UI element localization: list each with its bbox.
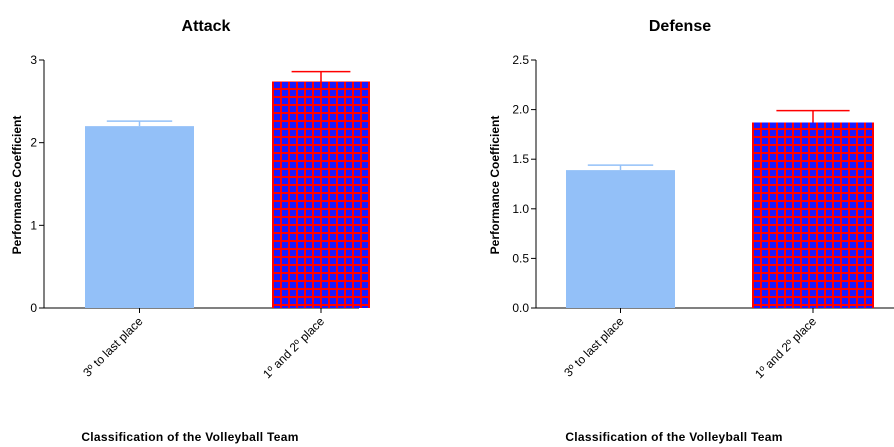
bar-1 [272, 81, 370, 308]
attack-chart: Attack Performance Coefficient Classific… [10, 18, 370, 444]
x-tick-label: 3º to last place [561, 314, 627, 380]
y-tick-label: 2 [30, 136, 37, 150]
defense-chart: Defense Performance Coefficient Classifi… [488, 18, 894, 444]
bar-1 [752, 122, 874, 308]
chart-title: Attack [182, 18, 231, 35]
x-axis-title: Classification of the Volleyball Team [81, 430, 298, 444]
x-tick-label: 3º to last place [80, 314, 146, 380]
x-axis-title: Classification of the Volleyball Team [565, 430, 782, 444]
y-axis-title: Performance Coefficient [488, 116, 502, 255]
bar-0 [85, 126, 194, 308]
x-tick-label: 1º and 2º place [260, 314, 327, 381]
bar-0 [566, 170, 675, 308]
x-tick-label: 1º and 2º place [752, 314, 819, 381]
y-tick-label: 1 [30, 218, 37, 232]
y-tick-label: 1.5 [512, 152, 529, 166]
y-axis-title: Performance Coefficient [10, 116, 24, 255]
y-tick-label: 0 [30, 301, 37, 315]
y-tick-label: 0.5 [512, 251, 529, 265]
y-tick-label: 2.0 [512, 103, 529, 117]
y-tick-label: 3 [30, 53, 37, 67]
y-tick-label: 0.0 [512, 301, 529, 315]
y-tick-label: 1.0 [512, 202, 529, 216]
y-tick-label: 2.5 [512, 53, 529, 67]
chart-title: Defense [649, 18, 711, 35]
